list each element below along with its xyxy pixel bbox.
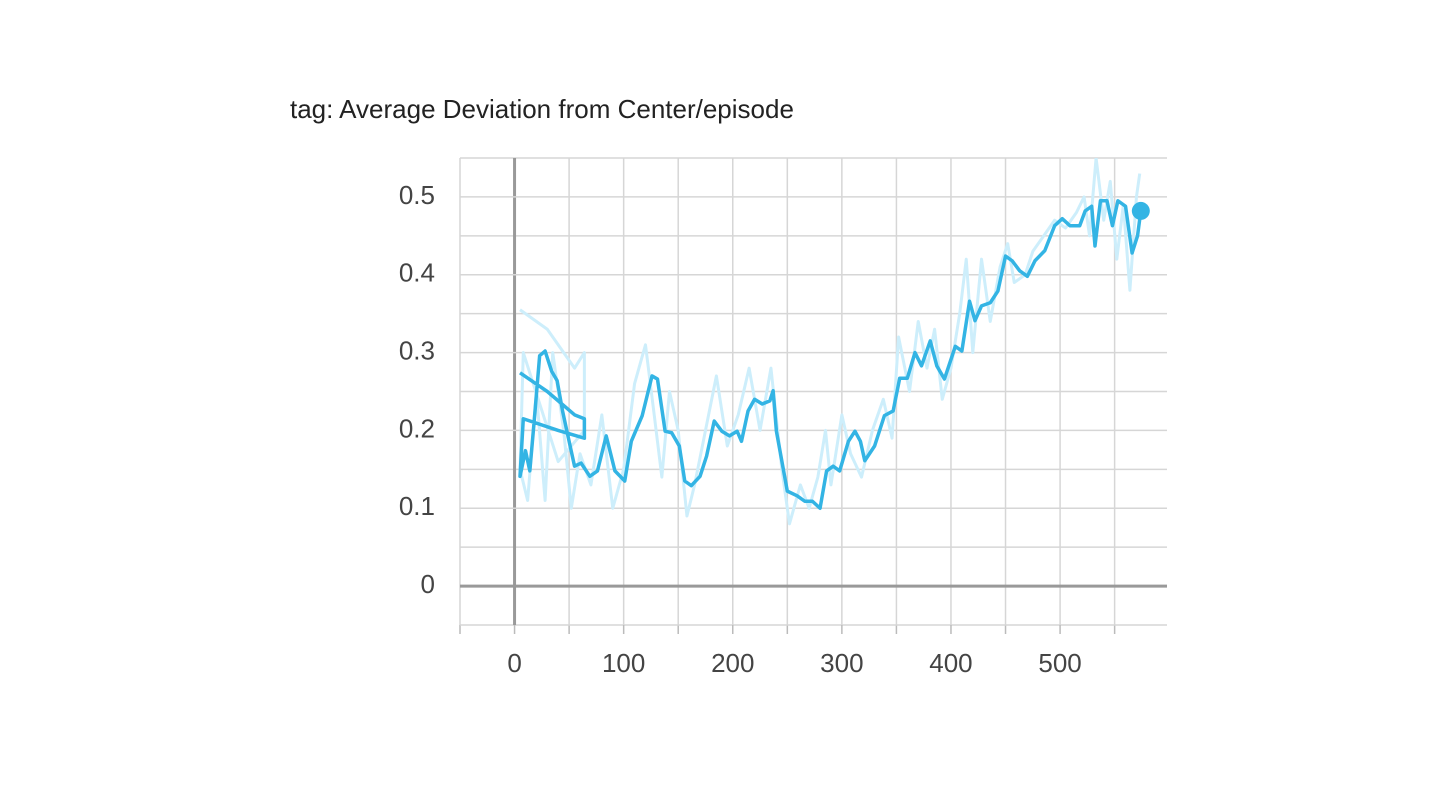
data-line	[518, 158, 1142, 526]
x-tick-label: 500	[1038, 648, 1081, 678]
x-tick-label: 300	[820, 648, 863, 678]
chart-title: tag: Average Deviation from Center/episo…	[290, 94, 794, 124]
last-point	[1131, 201, 1150, 220]
y-tick-label: 0.2	[399, 413, 435, 443]
x-tick-label: 0	[507, 648, 521, 678]
y-tick-label: 0	[421, 569, 435, 599]
x-tick-label: 400	[929, 648, 972, 678]
y-tick-label: 0.1	[399, 491, 435, 521]
x-tick-label: 100	[602, 648, 645, 678]
data-line	[518, 199, 1143, 510]
y-tick-label: 0.4	[399, 258, 435, 288]
x-tick-label: 200	[711, 648, 754, 678]
plot-area	[518, 158, 1143, 526]
y-tick-label: 0.5	[399, 180, 435, 210]
y-tick-label: 0.3	[399, 335, 435, 365]
